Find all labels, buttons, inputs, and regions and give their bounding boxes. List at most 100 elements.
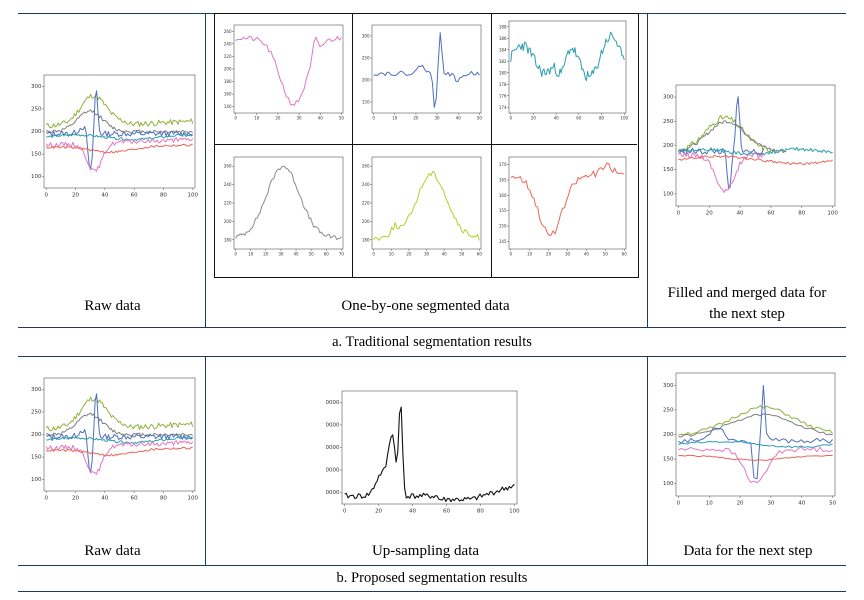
y-tick-label: 300 (31, 84, 42, 90)
y-tick-label: 260 (224, 29, 232, 34)
y-tick-label: 300 (31, 387, 42, 393)
y-tick-label: 240000 (326, 445, 340, 451)
x-tick-label: 40 (318, 116, 324, 121)
x-tick-label: 100 (620, 116, 628, 121)
next-step-chart: 0 10 20 30 40 50 100 150 200 250 300 (660, 370, 838, 508)
x-tick-label: 0 (234, 252, 237, 257)
y-tick-label: 200 (663, 143, 674, 149)
merged-data-label: Filled and merged data for the next step (667, 285, 827, 322)
plot-frame (371, 156, 482, 250)
y-tick-label: 176 (499, 93, 507, 98)
series-line-0 (510, 31, 625, 82)
segmented-data-label: One-by-one segmented data (341, 298, 510, 314)
segment-grid-divider-v2 (491, 13, 492, 277)
x-tick-label: 40 (101, 496, 108, 502)
y-tick-label: 250 (362, 56, 370, 61)
series-line-0 (373, 170, 480, 241)
raw-data-chart-a: 0 20 40 60 80 100 100 150 200 250 300 (28, 72, 198, 200)
x-tick-label: 40 (101, 193, 108, 199)
series-line-0 (373, 32, 480, 108)
x-tick-label: 20 (375, 509, 382, 515)
y-tick-label: 100 (663, 481, 674, 487)
y-tick-label: 200 (224, 67, 232, 72)
raw-data-label-b: Raw data (84, 543, 141, 559)
segment-grid-divider-v1 (352, 13, 353, 277)
y-tick-label: 140 (224, 104, 232, 109)
caption-b: b. Proposed segmentation results (336, 570, 528, 586)
plot-frame (508, 20, 627, 114)
x-tick-label: 20 (706, 211, 713, 217)
segment-blue-chart: 0 10 20 30 40 50 150 200 250 300 (360, 22, 484, 122)
y-tick-label: 180 (224, 79, 232, 84)
plot-frame (233, 24, 344, 114)
y-tick-label: 150 (31, 455, 42, 461)
x-tick-label: 50 (829, 501, 836, 507)
series-line-0 (45, 396, 194, 432)
x-tick-label: 10 (392, 116, 398, 121)
y-tick-label: 200 (362, 219, 370, 224)
series-line-1 (678, 413, 833, 438)
x-tick-label: 20 (263, 252, 269, 257)
series-line-4 (45, 137, 194, 172)
series-line-4 (678, 446, 833, 484)
y-tick-label: 150 (31, 152, 42, 158)
merged-data-chart: 0 20 40 60 80 100 100 150 200 250 300 (660, 82, 838, 218)
y-tick-label: 250 (31, 409, 42, 415)
y-tick-label: 100 (31, 174, 42, 180)
x-tick-label: 60 (767, 211, 774, 217)
x-tick-label: 10 (527, 252, 533, 257)
x-tick-label: 50 (477, 116, 483, 121)
series-line-0 (235, 35, 342, 106)
y-tick-label: 260 (362, 164, 370, 169)
x-tick-label: 40 (584, 252, 590, 257)
series-line-1 (46, 109, 194, 134)
y-tick-label: 220 (224, 201, 232, 206)
x-tick-label: 0 (343, 509, 347, 515)
x-tick-label: 0 (372, 252, 375, 257)
raw-data-chart-b: 0 20 40 60 80 100 100 150 200 250 300 (28, 375, 198, 503)
x-tick-label: 40 (456, 116, 462, 121)
y-tick-label: 280000 (326, 400, 340, 406)
segment-grid-frame (214, 13, 639, 278)
series-line-0 (344, 406, 515, 503)
series-line-3 (678, 146, 833, 156)
row-a-divider-2 (647, 13, 648, 327)
x-tick-label: 60 (131, 496, 138, 502)
series-line-1 (46, 412, 194, 437)
x-tick-label: 50 (603, 252, 609, 257)
y-tick-label: 165 (499, 178, 507, 183)
series-line-5 (678, 154, 833, 166)
series-line-0 (678, 405, 833, 436)
y-tick-label: 180 (499, 70, 507, 75)
plot-frame (371, 24, 482, 114)
y-tick-label: 220000 (326, 468, 340, 474)
x-tick-label: 20 (406, 252, 412, 257)
x-tick-label: 10 (389, 252, 395, 257)
x-tick-label: 80 (599, 116, 605, 121)
row-a-bottom-rule (18, 327, 846, 328)
x-tick-label: 50 (339, 116, 345, 121)
x-tick-label: 30 (278, 252, 284, 257)
plot-frame (675, 372, 836, 497)
y-tick-label: 200 (362, 78, 370, 83)
series-line-3 (46, 436, 193, 444)
x-tick-label: 40 (442, 252, 448, 257)
y-tick-label: 180 (362, 237, 370, 242)
x-tick-label: 50 (309, 252, 315, 257)
y-tick-label: 220 (362, 201, 370, 206)
y-tick-label: 145 (499, 239, 507, 244)
x-tick-label: 0 (372, 116, 375, 121)
y-tick-label: 240 (224, 41, 232, 46)
series-line-0 (45, 93, 194, 129)
x-tick-label: 50 (459, 252, 465, 257)
x-tick-label: 70 (339, 252, 345, 257)
x-tick-label: 60 (622, 252, 628, 257)
x-tick-label: 30 (767, 501, 774, 507)
y-tick-label: 182 (499, 59, 507, 64)
segment-teal-chart: 0 20 40 60 80 100 174 176 178 180 182 184 186 188 (497, 18, 629, 122)
y-tick-label: 300 (663, 383, 674, 389)
x-tick-label: 0 (509, 252, 512, 257)
series-line-5 (45, 143, 193, 154)
x-tick-label: 60 (477, 252, 483, 257)
series-line-3 (678, 441, 833, 449)
